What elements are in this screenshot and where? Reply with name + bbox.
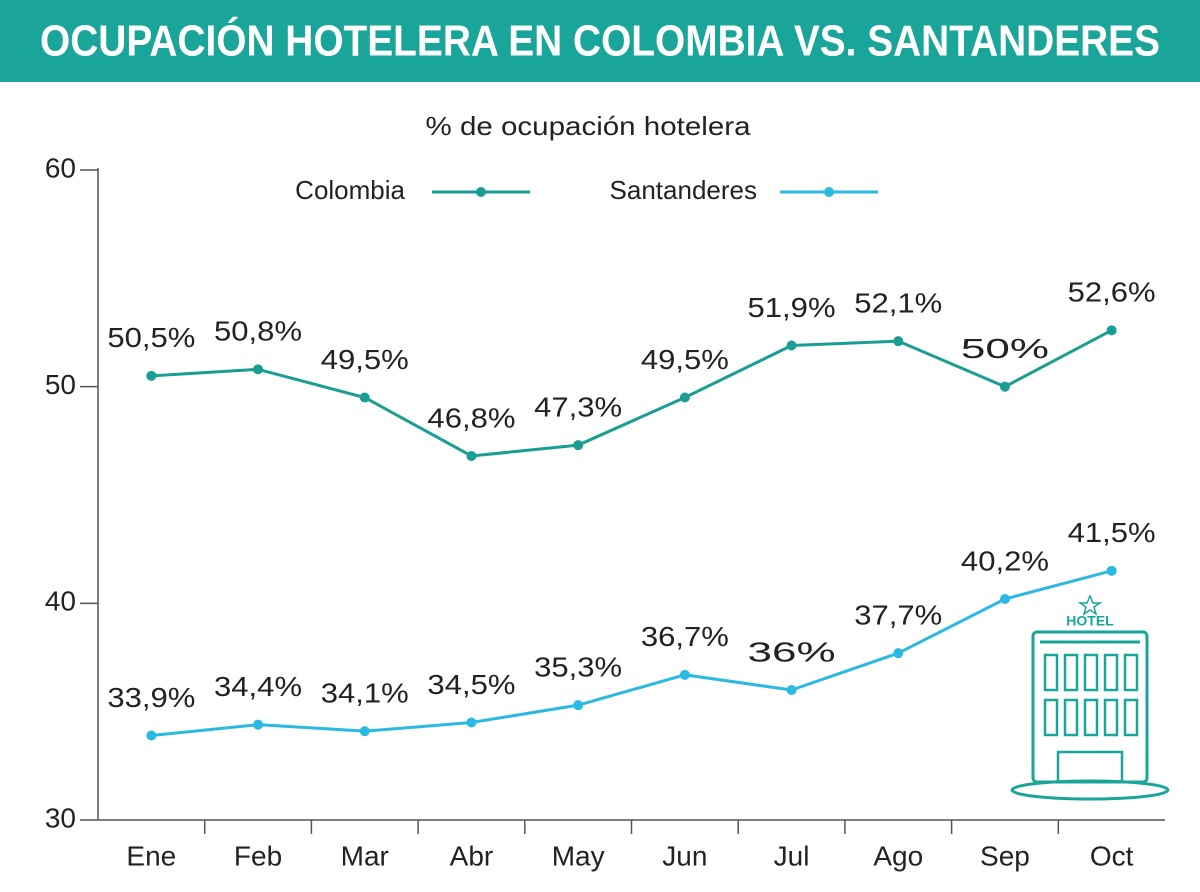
x-tick-label: Feb [234,840,282,871]
value-label: 46,8% [427,402,515,433]
value-label: 49,5% [641,344,729,375]
legend-dot [476,187,486,197]
point [893,648,904,659]
icon-label: HOTEL [1066,613,1114,629]
chart-title: OCUPACIÓN HOTELERA EN COLOMBIA VS. SANTA… [40,16,1160,66]
point [999,381,1010,392]
point [679,669,690,680]
point [573,440,584,451]
x-tick-label: May [552,840,605,871]
point [466,451,477,461]
value-label: 52,6% [1068,277,1156,308]
point [359,726,370,737]
x-tick-label: Oct [1090,840,1134,871]
point [786,685,797,695]
y-tick-label: 50 [45,369,76,400]
legend-label: Santanderes [610,175,757,205]
point [359,392,370,403]
x-tick-label: Jul [774,840,810,871]
x-tick-label: Mar [341,840,389,871]
hotel-icon [1010,594,1170,801]
title-banner [0,0,1200,82]
point [999,594,1010,604]
value-label: 34,1% [321,678,409,709]
y-tick-label: 30 [45,802,76,833]
value-label: 50,5% [107,322,195,353]
x-tick-label: Jun [662,840,707,871]
value-label: 34,5% [427,669,515,700]
value-label: 51,9% [748,292,836,323]
y-tick-label: 40 [45,586,76,617]
point [253,364,264,375]
value-label: 49,5% [321,344,409,375]
series-line [151,329,1113,458]
x-tick-label: Abr [450,840,494,871]
x-tick-label: Sep [980,840,1030,871]
value-label: 41,5% [1068,517,1156,548]
value-label: 47,3% [534,392,622,423]
value-label: 52,1% [854,288,942,319]
value-label: 34,4% [214,671,302,702]
value-label: 50,8% [214,316,302,347]
point [679,392,690,403]
value-label: 50% [961,333,1049,364]
point [146,730,157,741]
legend-label: Colombia [295,175,405,205]
point [253,719,264,730]
point [786,340,797,351]
value-label: 36% [748,636,836,667]
value-label: 36,7% [641,621,729,652]
point [893,336,904,347]
point [1106,565,1117,576]
series-line [151,569,1113,737]
x-tick-label: Ago [873,840,923,871]
value-label: 35,3% [534,652,622,683]
value-label: 37,7% [854,600,942,631]
value-label: 33,9% [107,682,195,713]
value-label: 40,2% [961,545,1049,576]
point [146,370,157,381]
x-tick-label: Ene [126,840,176,871]
point [1106,325,1117,336]
point [573,700,584,711]
point [466,717,477,728]
chart-subtitle: % de ocupación hotelera [426,111,752,141]
legend-dot [824,187,834,197]
y-tick-label: 60 [45,152,76,183]
